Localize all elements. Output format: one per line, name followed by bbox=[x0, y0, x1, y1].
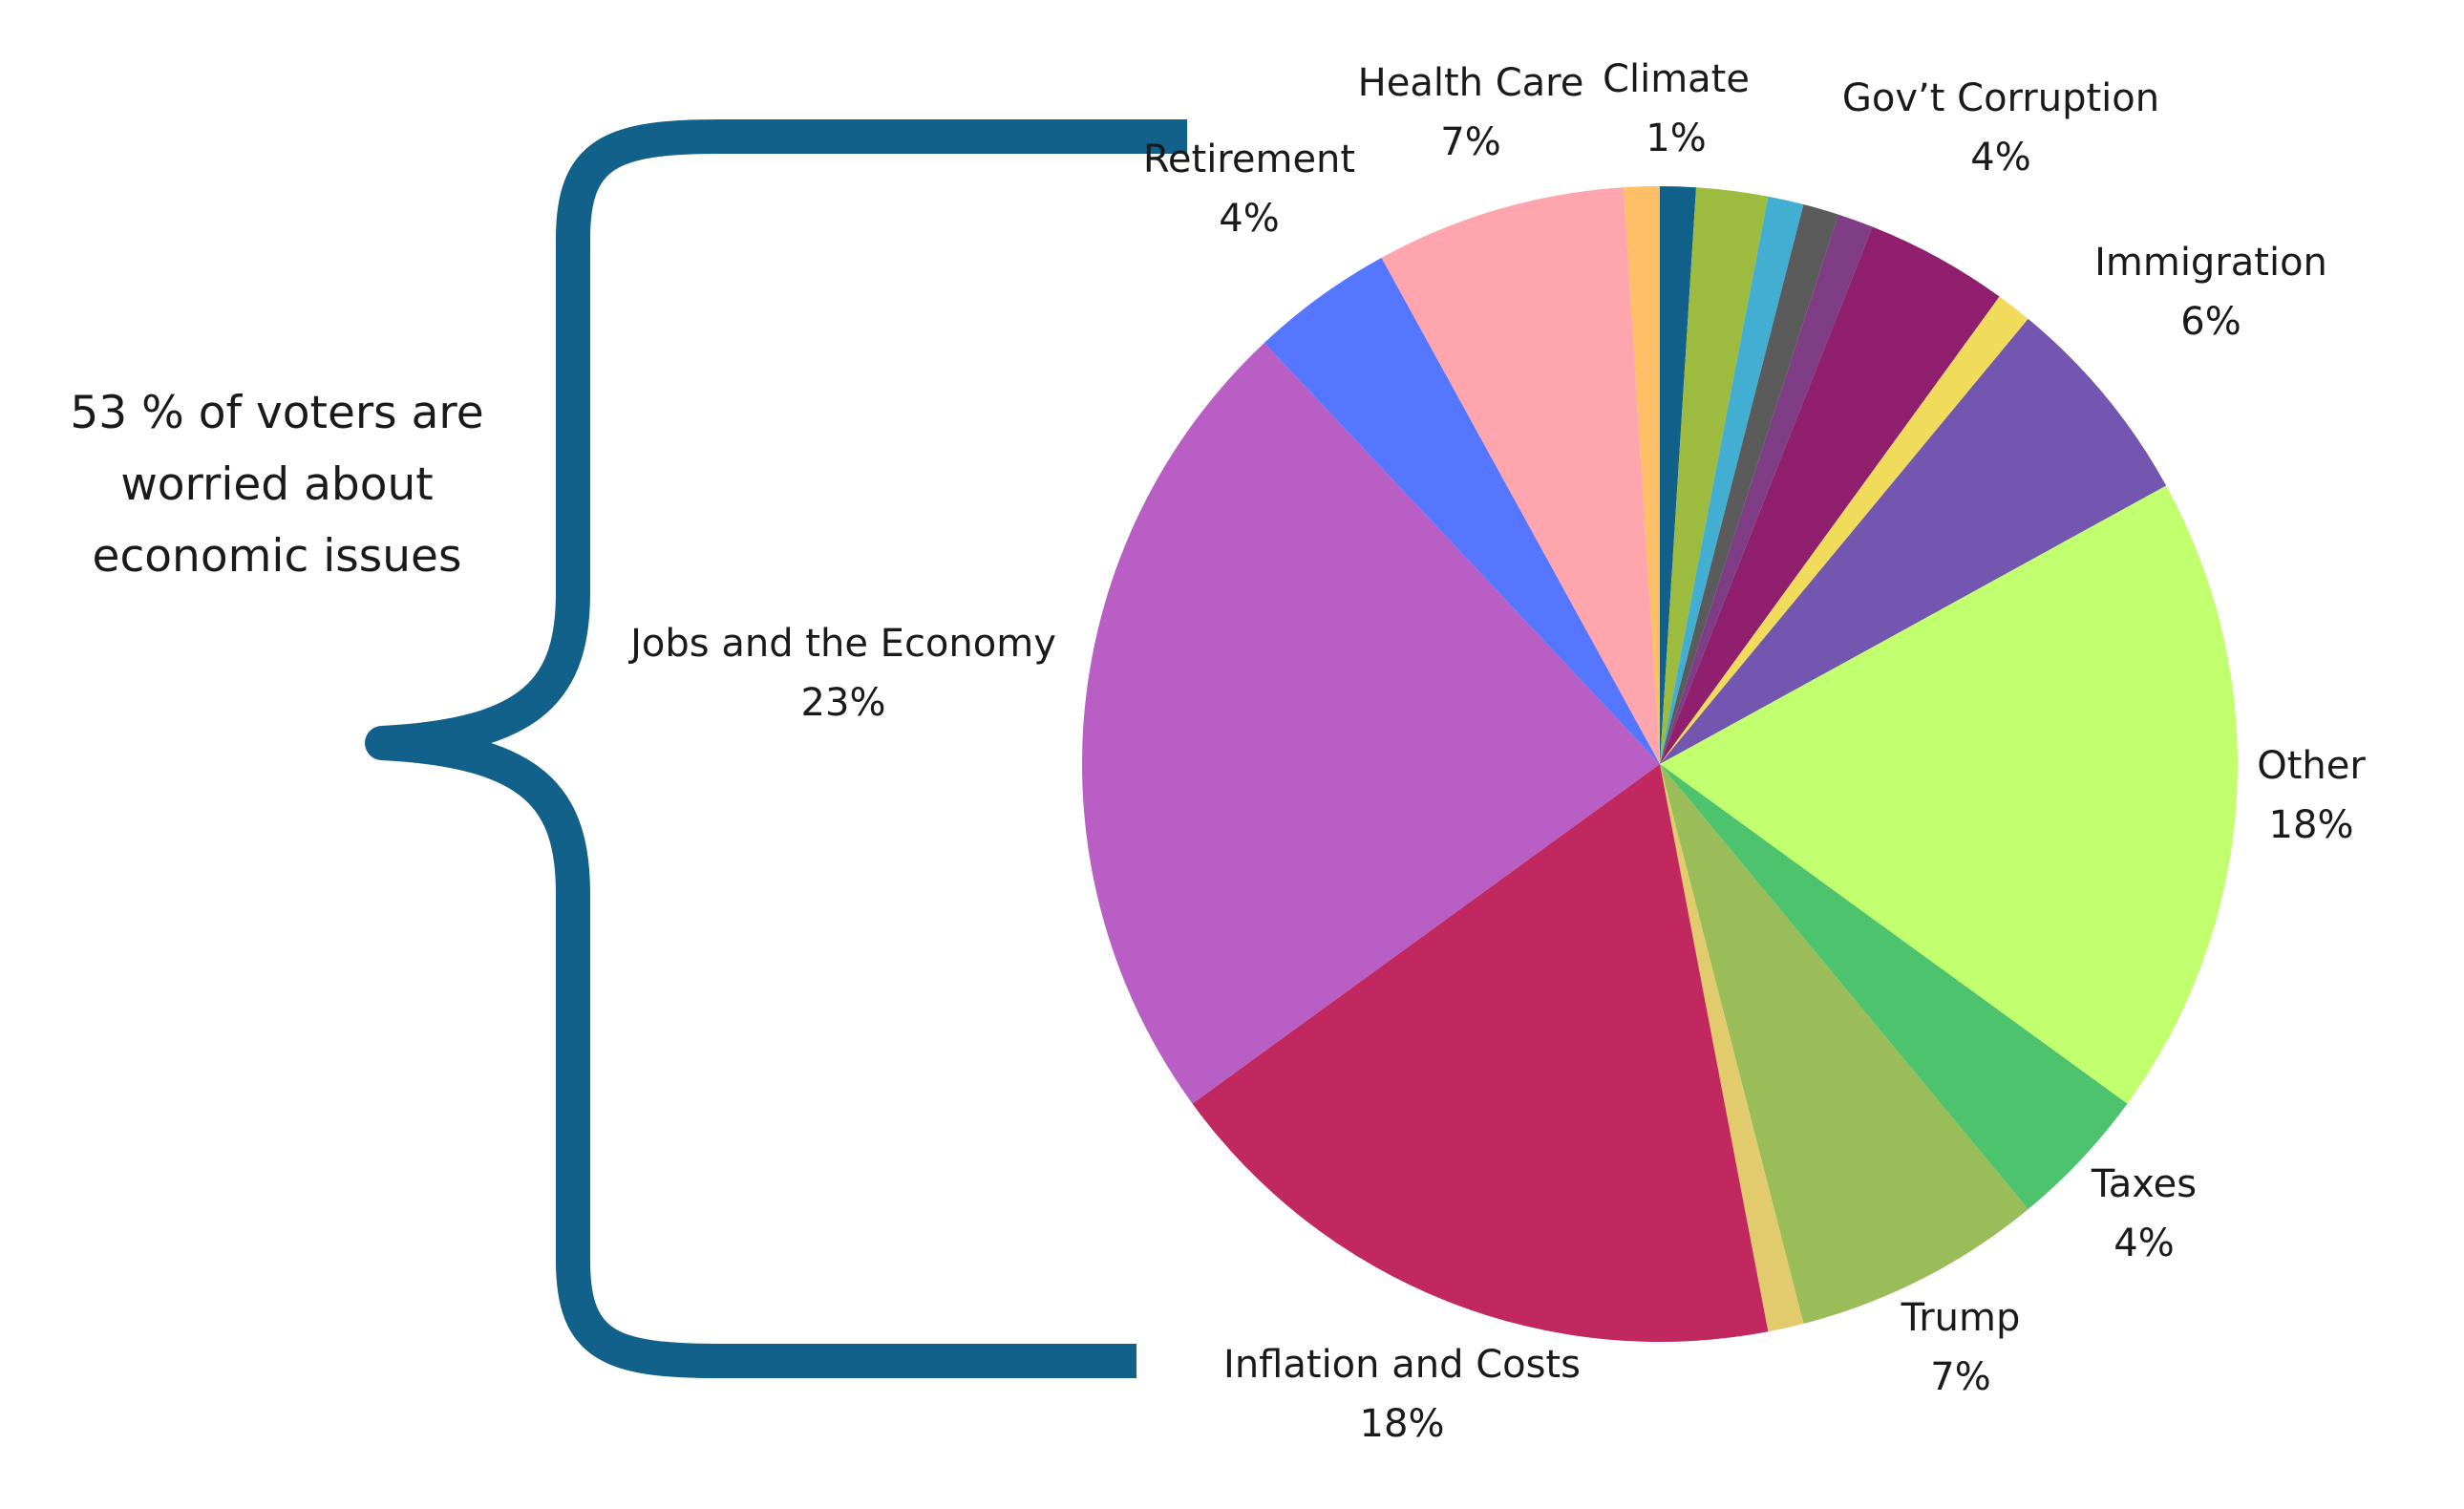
pie-slice bbox=[1660, 296, 2029, 764]
pie-slice-immigration bbox=[1660, 318, 2167, 764]
pie-slice-trump bbox=[1660, 764, 2029, 1324]
slice-value-label: 7% bbox=[1930, 1355, 1990, 1399]
pie-slice-climate bbox=[1660, 186, 1696, 764]
pie-slice bbox=[1660, 214, 1873, 765]
slice-labels: Climate 1% Gov’t Corruption 4% Immigration 6%… bbox=[627, 57, 2366, 1446]
pie-slice bbox=[1660, 196, 1804, 765]
pie-slices bbox=[1081, 186, 2239, 1342]
pie-slice-taxes bbox=[1660, 764, 2128, 1210]
pie-slice-inflation-and-costs bbox=[1192, 764, 1769, 1342]
annotation-line: 53 % of voters are bbox=[70, 387, 484, 439]
curly-brace-icon bbox=[365, 119, 1187, 1378]
pie-slice-retirement bbox=[1264, 257, 1660, 765]
slice-value-label: 18% bbox=[1360, 1402, 1445, 1446]
economic-issues-annotation: 53 % of voters are worried about economi… bbox=[38, 377, 516, 592]
slice-value-label: 6% bbox=[2180, 300, 2241, 344]
slice-value-label: 4% bbox=[1970, 136, 2030, 180]
pie-slice-health-care bbox=[1381, 187, 1660, 764]
pie-slice-jobs-and-the-economy bbox=[1081, 342, 1660, 1104]
slice-value-label: 4% bbox=[2114, 1222, 2174, 1265]
slice-value-label: 7% bbox=[1440, 120, 1500, 164]
slice-value-label: 18% bbox=[2269, 803, 2354, 847]
slice-value-label: 1% bbox=[1646, 117, 1706, 160]
slice-label: Climate bbox=[1603, 57, 1750, 101]
pie-slice bbox=[1660, 187, 1769, 764]
pie-slice bbox=[1660, 764, 1804, 1332]
slice-label: Immigration bbox=[2094, 241, 2327, 285]
slice-label: Taxes bbox=[2091, 1162, 2197, 1206]
slice-label: Gov’t Corruption bbox=[1842, 76, 2159, 120]
slice-label: Retirement bbox=[1143, 138, 1355, 181]
slice-label: Trump bbox=[1901, 1296, 2021, 1340]
pie-slice-other bbox=[1660, 485, 2239, 1104]
pie-slice bbox=[1624, 186, 1660, 764]
pie-slice-gov-t-corruption bbox=[1660, 226, 2000, 765]
slice-label: Other bbox=[2257, 744, 2366, 788]
annotation-line: worried about bbox=[120, 458, 434, 511]
slice-label: Health Care bbox=[1358, 61, 1584, 105]
annotation-line: economic issues bbox=[92, 530, 462, 583]
pie-slice bbox=[1660, 204, 1838, 764]
slice-label: Jobs and the Economy bbox=[627, 622, 1056, 666]
slice-label: Inflation and Costs bbox=[1223, 1343, 1581, 1387]
slice-value-label: 23% bbox=[801, 681, 886, 725]
slice-value-label: 4% bbox=[1219, 197, 1279, 241]
